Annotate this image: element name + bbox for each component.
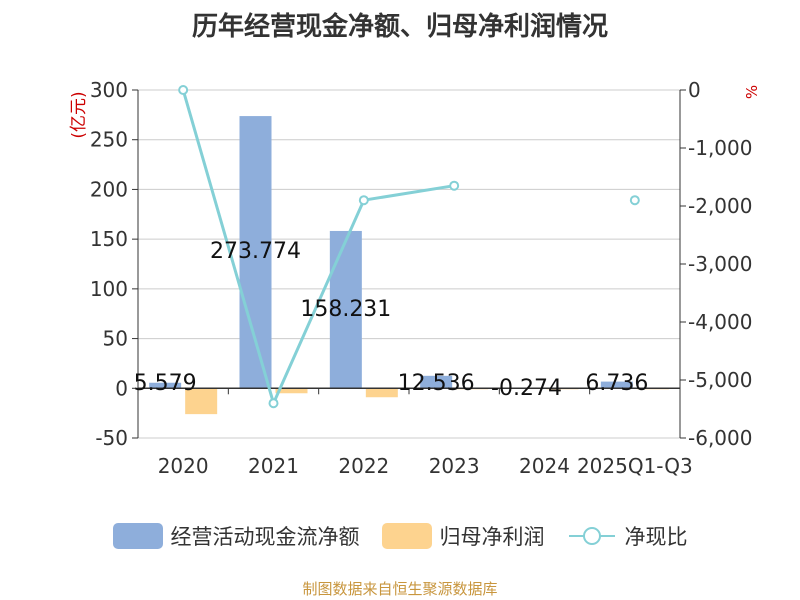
y-right-tick-label: -6,000 (688, 426, 752, 450)
y-left-tick-label: -50 (95, 426, 128, 450)
x-tick-label: 2022 (338, 454, 389, 478)
combo-chart: 300 250 200 150 100 50 0 -50 0 -1,000 -2,000 -3,000… (69, 78, 761, 478)
legend-item-ratio[interactable]: 净现比 (567, 521, 688, 551)
y-left-tick-label: 50 (103, 327, 128, 351)
ratio-line (181, 89, 455, 408)
ratio-point (178, 85, 189, 95)
y-left-tick-label: 200 (90, 177, 128, 201)
legend-swatch-cashflow (112, 523, 163, 549)
ratio-point (629, 195, 640, 206)
y-right-tick-label: -3,000 (688, 252, 752, 276)
ratio-point (449, 180, 460, 191)
cashflow-value-label: 12.536 (398, 371, 475, 396)
cashflow-bar (600, 381, 633, 389)
cashflow-value-label: 6.736 (585, 371, 648, 396)
cashflow-bar (420, 375, 453, 389)
y-right-tick-label: 0 (688, 78, 701, 102)
ratio-point (358, 195, 369, 206)
x-tick-label: 2021 (248, 454, 299, 478)
cashflow-value-label: 158.231 (300, 297, 391, 322)
bars (149, 116, 669, 415)
legend-line-icon (568, 527, 615, 545)
y-right-tick-label: -2,000 (688, 194, 752, 218)
legend-swatch-net-profit (381, 523, 432, 549)
y-left-tick-label: 100 (90, 277, 128, 301)
y-left-tick-label: 150 (90, 227, 128, 251)
legend: 经营活动现金流净额 归母净利润 净现比 (0, 516, 800, 556)
y-left-tick-label: 300 (90, 78, 128, 102)
legend-label-cashflow: 经营活动现金流净额 (170, 525, 360, 549)
cashflow-bar (329, 230, 362, 389)
legend-label-ratio: 净现比 (624, 525, 688, 549)
net-profit-bar (275, 388, 308, 394)
legend-label-net-profit: 归母净利润 (439, 525, 545, 549)
ratio-line-layer (178, 85, 640, 409)
y-right-tick-label: -5,000 (688, 368, 752, 392)
cashflow-bar (149, 382, 182, 389)
ratio-point (268, 398, 279, 409)
cashflow-value-label: 5.579 (134, 371, 197, 396)
chart-title: 历年经营现金净额、归母净利润情况 (191, 12, 608, 42)
x-tick-label: 2023 (429, 454, 480, 478)
axes: 300 250 200 150 100 50 0 -50 0 -1,000 -2,000 -3,000… (90, 78, 753, 478)
x-tick-label: 2024 (519, 454, 570, 478)
y-left-tick-label: 250 (90, 128, 128, 152)
legend-item-cashflow[interactable]: 经营活动现金流净额 (112, 521, 360, 551)
y-left-tick-label: 0 (115, 376, 128, 400)
cashflow-value-label: -0.274 (491, 376, 562, 401)
net-profit-bar (185, 388, 218, 415)
y-right-tick-label: -4,000 (688, 310, 752, 334)
y-left-axis-label: (亿元) (69, 91, 89, 138)
data-labels: 5.579 273.774 158.231 12.536 -0.274 6.736 (134, 239, 649, 401)
y-right-tick-label: -1,000 (688, 136, 752, 160)
y-right-axis-label: % (743, 85, 761, 99)
x-tick-label: 2025Q1-Q3 (577, 454, 693, 478)
legend-item-net-profit[interactable]: 归母净利润 (381, 521, 545, 551)
source-note: 制图数据来自恒生聚源数据库 (302, 580, 498, 598)
x-tick-label: 2020 (158, 454, 209, 478)
net-profit-bar (365, 388, 398, 398)
cashflow-value-label: 273.774 (210, 239, 301, 264)
